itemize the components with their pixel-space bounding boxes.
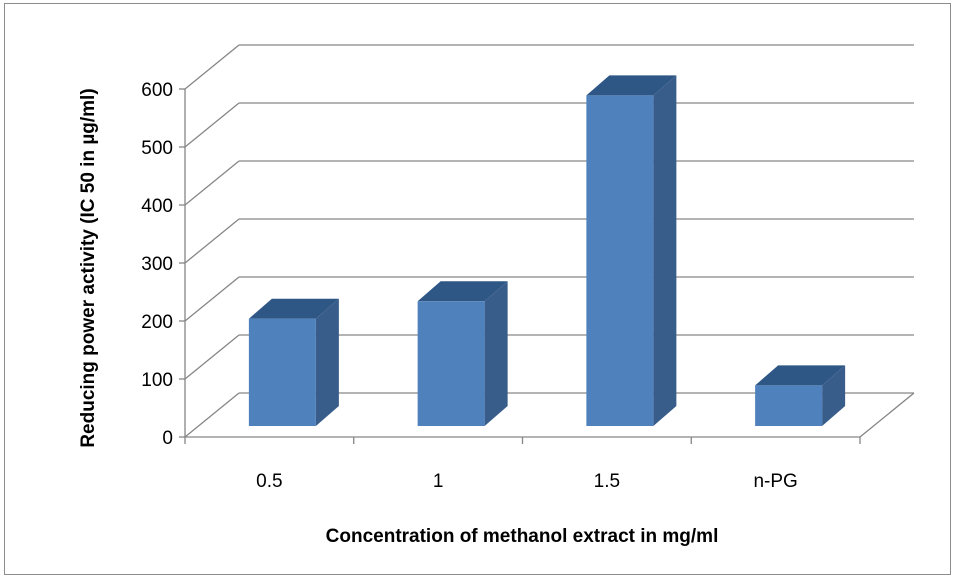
tick-labels: 0 100 200 300 400 500 600 0.5 1 1.5 n-PG (141, 80, 798, 492)
y-tick-label: 600 (141, 80, 173, 101)
gridline-diagonal (184, 276, 240, 322)
bar-side (822, 365, 846, 426)
bar-side (484, 281, 508, 426)
x-tick-label: 0.5 (256, 471, 282, 492)
gridline-diagonal (184, 334, 240, 380)
y-tick-label: 0 (162, 428, 173, 449)
bar-top (755, 365, 846, 386)
gridlines (184, 44, 915, 438)
chart-frame (4, 3, 951, 575)
gridline-diagonal (184, 102, 240, 148)
y-axis-title: Reducing power activity (IC 50 in µg/ml) (78, 88, 99, 447)
axes (179, 88, 861, 444)
y-tick-label: 100 (141, 370, 173, 391)
gridline-diagonal (184, 44, 240, 90)
y-tick-label: 400 (141, 196, 173, 217)
bar (755, 385, 823, 426)
gridline-diagonal (184, 160, 240, 206)
bars (248, 75, 846, 427)
bar-side (315, 298, 339, 426)
bar (586, 95, 654, 427)
bar (417, 301, 485, 426)
bar-top (248, 298, 339, 319)
bar-side (653, 75, 677, 427)
x-tick-label: 1.5 (594, 471, 620, 492)
bar-top (417, 281, 508, 302)
y-tick-label: 300 (141, 254, 173, 275)
bar (248, 318, 316, 426)
y-tick-label: 200 (141, 312, 173, 333)
x-axis-title: Concentration of methanol extract in mg/… (326, 526, 719, 547)
gridline-diagonal (184, 218, 240, 264)
gridline-diagonal (184, 392, 240, 438)
floor-edge (859, 392, 915, 438)
bar-top (586, 75, 677, 96)
x-tick-label: n-PG (753, 471, 797, 492)
y-tick-label: 500 (141, 138, 173, 159)
x-tick-label: 1 (433, 471, 444, 492)
